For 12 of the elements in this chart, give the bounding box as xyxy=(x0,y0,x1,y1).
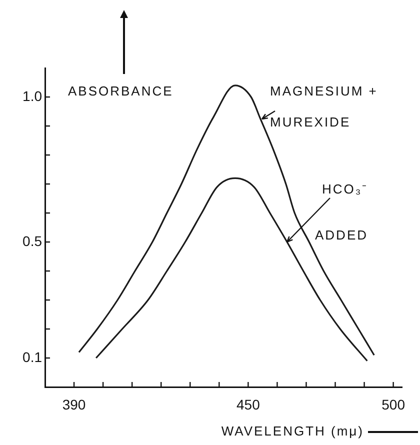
y-tick-label: 0.5 xyxy=(22,232,42,249)
annotation: MUREXIDE xyxy=(270,114,351,130)
y-axis-title: ABSORBANCE xyxy=(68,84,174,99)
x-axis-title: WAVELENGTH (mμ) xyxy=(221,424,364,439)
x-tick-label: 450 xyxy=(236,396,260,412)
annotation: MAGNESIUM + xyxy=(270,84,378,99)
y-tick-label: 1.0 xyxy=(22,88,42,104)
x-tick-label: 390 xyxy=(62,396,86,412)
annotation: ADDED xyxy=(315,228,368,243)
x-tick-label: 500 xyxy=(382,396,406,412)
y-tick-label: 0.1 xyxy=(22,348,42,365)
annotation: HCO₃⁻ xyxy=(322,182,368,197)
